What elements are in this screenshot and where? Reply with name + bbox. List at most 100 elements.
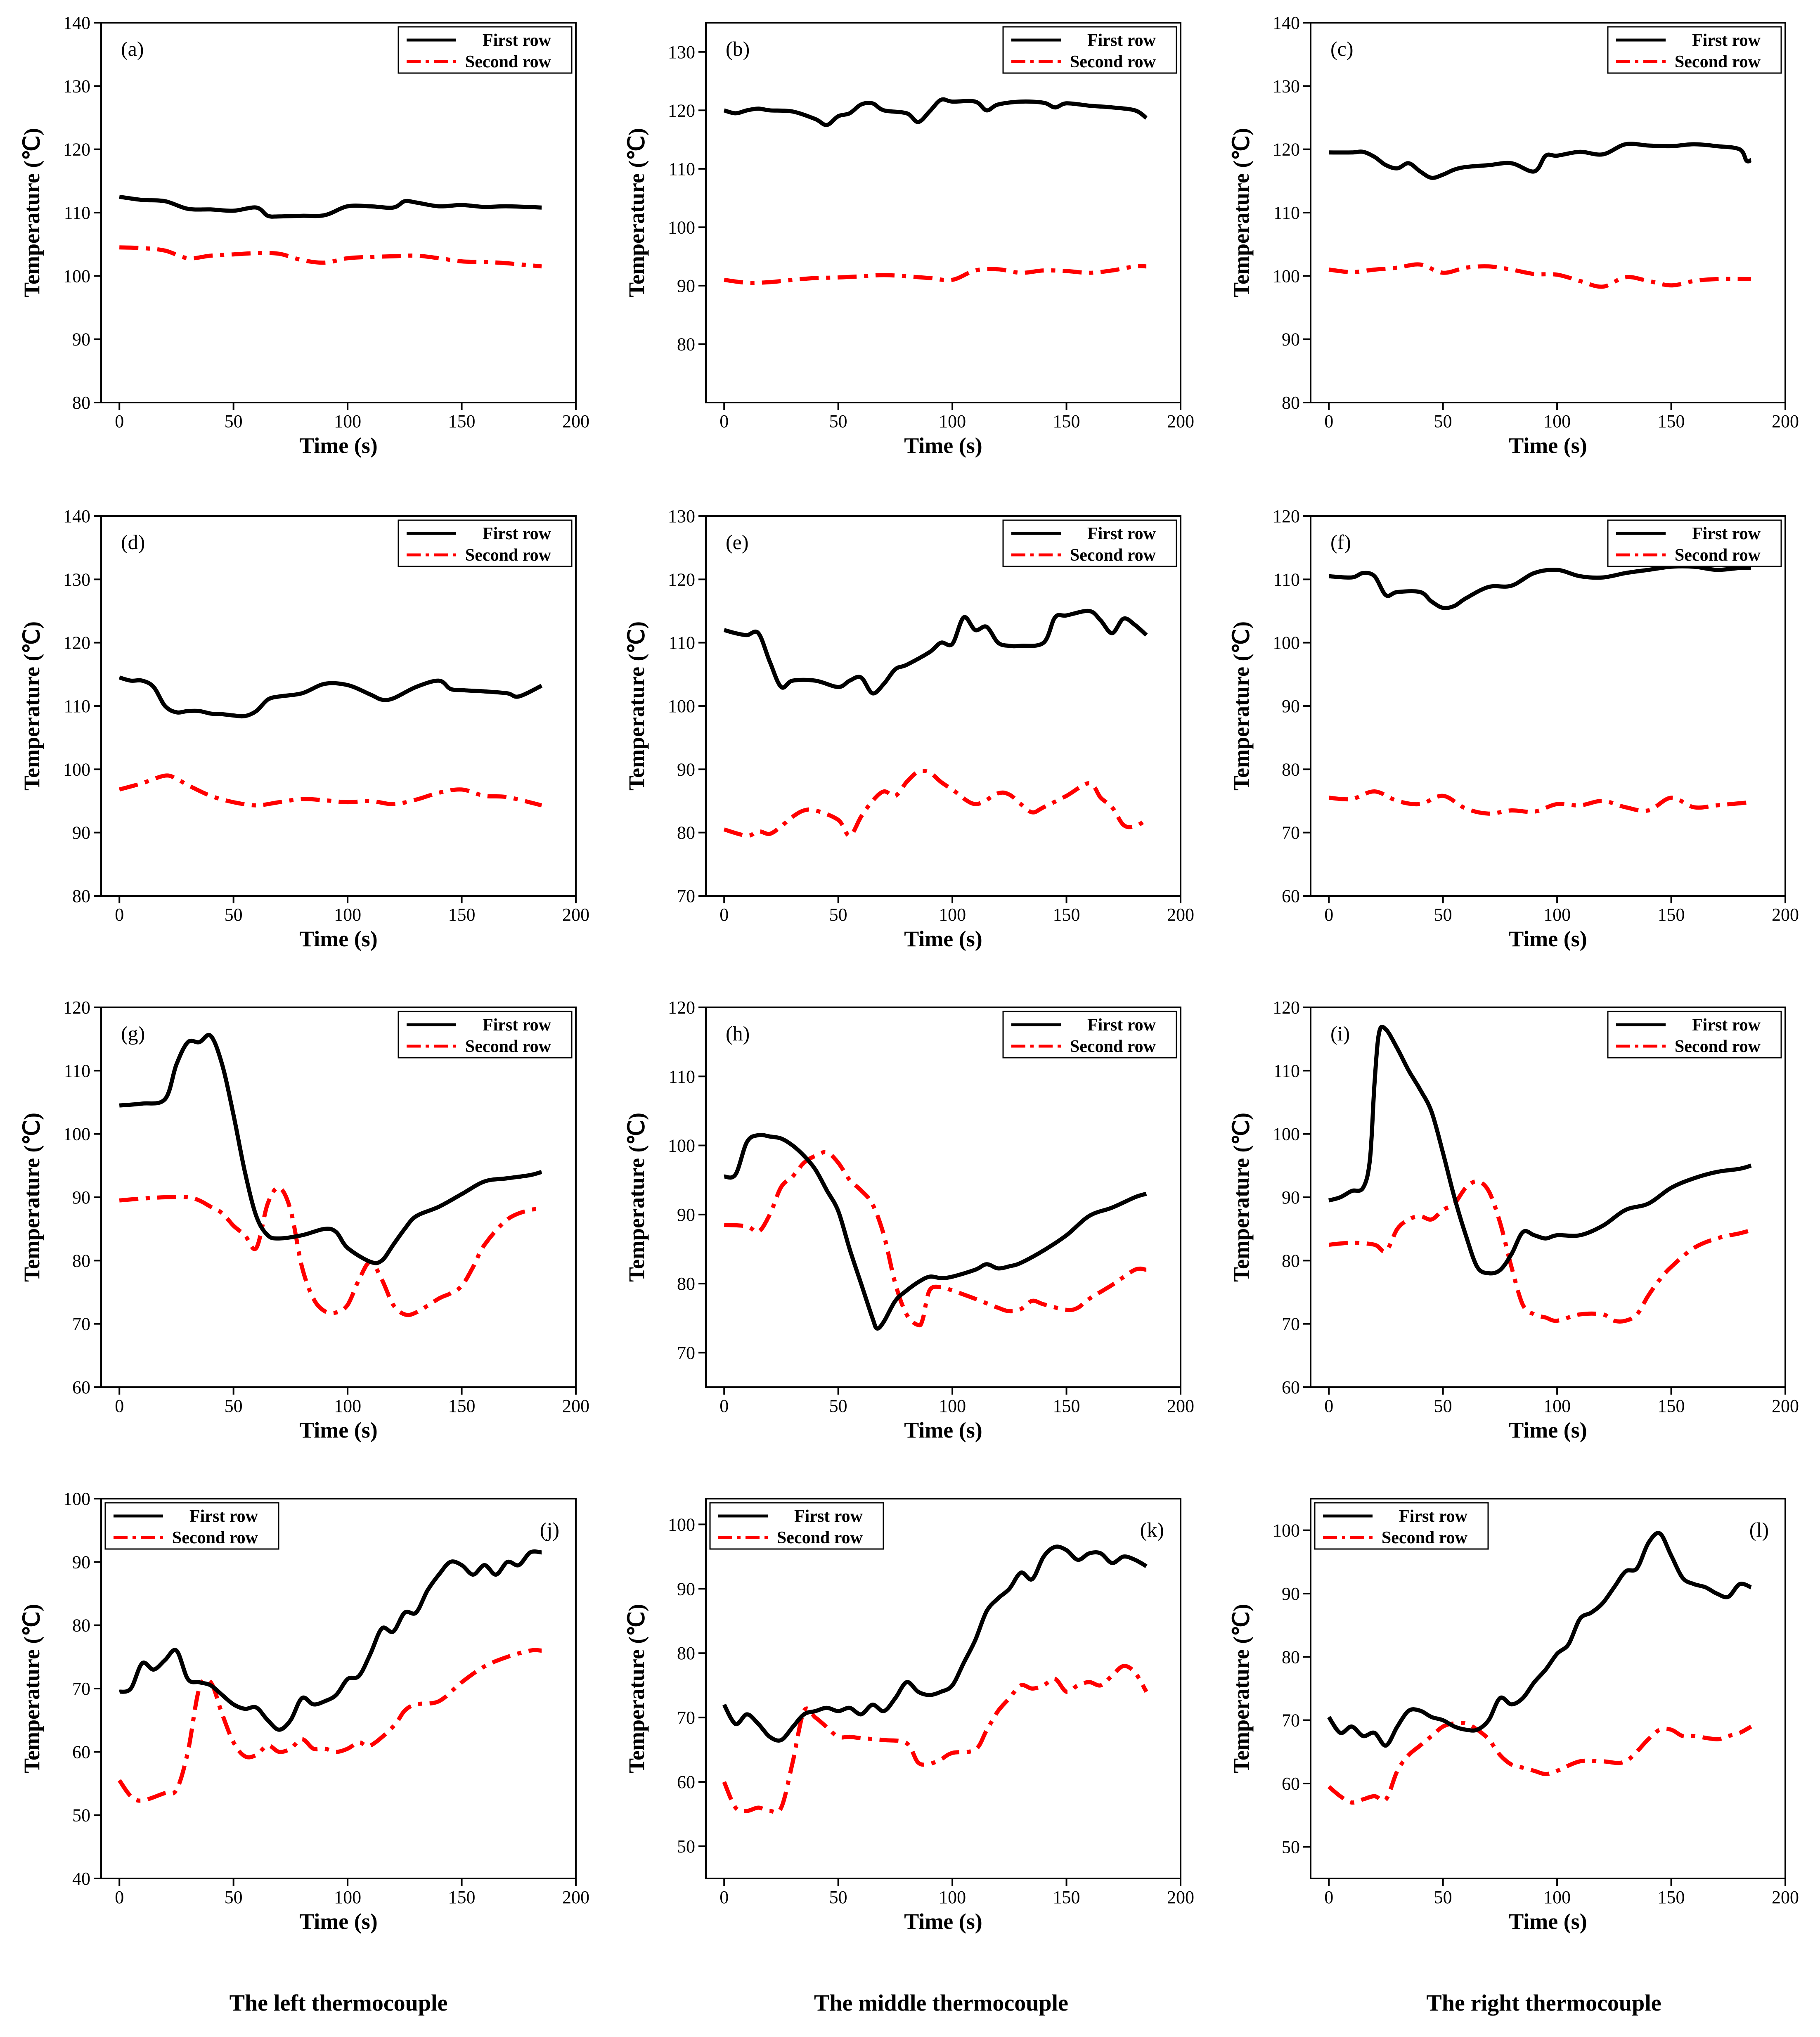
x-tick-label: 0	[115, 1887, 124, 1907]
x-tick-label: 150	[1053, 1887, 1080, 1907]
y-axis-label: Temperature (℃)	[19, 128, 44, 297]
y-tick-label: 90	[677, 276, 695, 296]
x-tick-label: 50	[225, 1396, 243, 1416]
y-tick-label: 140	[63, 13, 90, 33]
y-tick-label: 130	[668, 42, 695, 62]
legend-box	[398, 1011, 573, 1059]
x-tick-label: 100	[334, 1887, 361, 1907]
legend-label-first-row: First row	[483, 524, 551, 543]
legend-label-first-row: First row	[1087, 1016, 1156, 1035]
chart-panel-a: 0 50 100 150 200 80 90 100 110 120 130 140 Time (s) T…	[19, 13, 589, 458]
y-tick-label: 110	[1273, 203, 1300, 223]
legend-box	[1002, 519, 1177, 567]
y-tick-label: 110	[1273, 1061, 1300, 1081]
y-tick-label: 100	[668, 1136, 695, 1156]
x-tick-label: 0	[1324, 1396, 1333, 1416]
x-tick-label: 50	[829, 905, 847, 925]
y-tick-label: 80	[677, 1274, 695, 1294]
x-tick-label: 50	[1434, 411, 1452, 431]
y-tick-label: 70	[72, 1314, 90, 1334]
plot-frame	[100, 515, 577, 897]
y-tick-label: 80	[72, 1615, 90, 1636]
x-tick-label: 0	[1324, 1887, 1333, 1907]
plot-frame	[100, 22, 577, 403]
series-line-first-row	[1328, 564, 1751, 610]
legend: First row Second row	[398, 1011, 573, 1059]
y-tick-label: 110	[64, 696, 90, 716]
chart-panel-c: 0 50 100 150 200 80 90 100 110 120 130 140 Time (s) T…	[1229, 13, 1799, 458]
y-tick-label: 50	[72, 1805, 90, 1826]
y-tick-label: 110	[669, 633, 695, 653]
y-tick-label: 50	[1282, 1837, 1300, 1857]
panel-label: (i)	[1330, 1022, 1350, 1045]
y-tick-label: 90	[72, 329, 90, 350]
y-tick-label: 100	[1273, 1124, 1300, 1144]
y-axis-label: Temperature (℃)	[19, 1113, 44, 1282]
legend-box	[1607, 519, 1782, 567]
y-tick-label: 130	[668, 506, 695, 526]
x-axis-label: Time (s)	[1509, 926, 1587, 951]
y-axis-label: Temperature (℃)	[624, 128, 649, 297]
legend-label-second-row: Second row	[172, 1528, 258, 1547]
y-tick-label: 140	[63, 506, 90, 526]
x-tick-label: 50	[829, 1887, 847, 1907]
y-axis-label: Temperature (℃)	[624, 1604, 649, 1773]
y-tick-label: 80	[72, 393, 90, 413]
y-tick-label: 140	[1273, 13, 1300, 33]
x-tick-label: 50	[829, 1396, 847, 1416]
legend-box	[709, 1502, 884, 1550]
plot-frame	[705, 1007, 1181, 1388]
series-line-second-row	[1328, 262, 1751, 289]
y-tick-label: 70	[1282, 823, 1300, 843]
y-tick-label: 130	[63, 569, 90, 590]
x-tick-label: 0	[719, 1396, 729, 1416]
legend: First row Second row	[1002, 519, 1177, 567]
legend-box	[1002, 1011, 1177, 1059]
y-tick-label: 90	[1282, 1584, 1300, 1604]
y-tick-label: 110	[669, 159, 695, 179]
y-tick-label: 100	[1273, 633, 1300, 653]
panel-label: (e)	[726, 531, 749, 554]
chart-panel-f: 0 50 100 150 200 60 70 80 90 100 110 120 Time (s) Tem…	[1229, 506, 1799, 951]
legend-label-first-row: First row	[483, 31, 551, 50]
legend: First row Second row	[1607, 26, 1782, 74]
legend: First row Second row	[1607, 519, 1782, 567]
panel-label: (g)	[121, 1022, 145, 1045]
x-tick-label: 200	[1167, 1396, 1194, 1416]
x-tick-label: 200	[562, 905, 589, 925]
chart-panel-d: 0 50 100 150 200 80 90 100 110 120 130 140 Time (s) T…	[19, 506, 589, 951]
series-line-first-row	[1327, 1531, 1752, 1748]
series-line-second-row	[119, 1185, 542, 1317]
panel-label: (b)	[726, 37, 750, 60]
x-tick-label: 150	[448, 411, 476, 431]
x-tick-label: 100	[1543, 905, 1571, 925]
y-tick-label: 60	[1282, 1377, 1300, 1397]
y-tick-label: 100	[1273, 266, 1300, 286]
x-tick-label: 150	[448, 1396, 476, 1416]
plot-frame	[705, 22, 1181, 403]
plot-frame	[1310, 1498, 1786, 1879]
y-tick-label: 100	[63, 1489, 90, 1509]
x-tick-label: 50	[1434, 1887, 1452, 1907]
y-tick-label: 70	[677, 1343, 695, 1363]
legend: First row Second row	[104, 1502, 279, 1550]
y-axis-label: Temperature (℃)	[1229, 621, 1254, 791]
y-tick-label: 60	[1282, 1774, 1300, 1794]
legend-label-second-row: Second row	[1382, 1528, 1468, 1547]
x-axis-label: Time (s)	[299, 926, 377, 951]
y-tick-label: 120	[63, 997, 90, 1018]
x-axis-label: Time (s)	[299, 433, 377, 458]
legend-label-second-row: Second row	[1675, 1037, 1761, 1056]
x-axis-label: Time (s)	[1509, 1418, 1587, 1442]
x-tick-label: 200	[1167, 411, 1194, 431]
legend-box	[104, 1502, 279, 1550]
x-tick-label: 0	[115, 411, 124, 431]
y-tick-label: 120	[1273, 997, 1300, 1018]
x-tick-label: 100	[1543, 411, 1571, 431]
y-tick-label: 120	[1273, 506, 1300, 526]
y-tick-label: 90	[72, 823, 90, 843]
x-tick-label: 0	[719, 1887, 729, 1907]
series-line-first-row	[118, 1549, 542, 1732]
